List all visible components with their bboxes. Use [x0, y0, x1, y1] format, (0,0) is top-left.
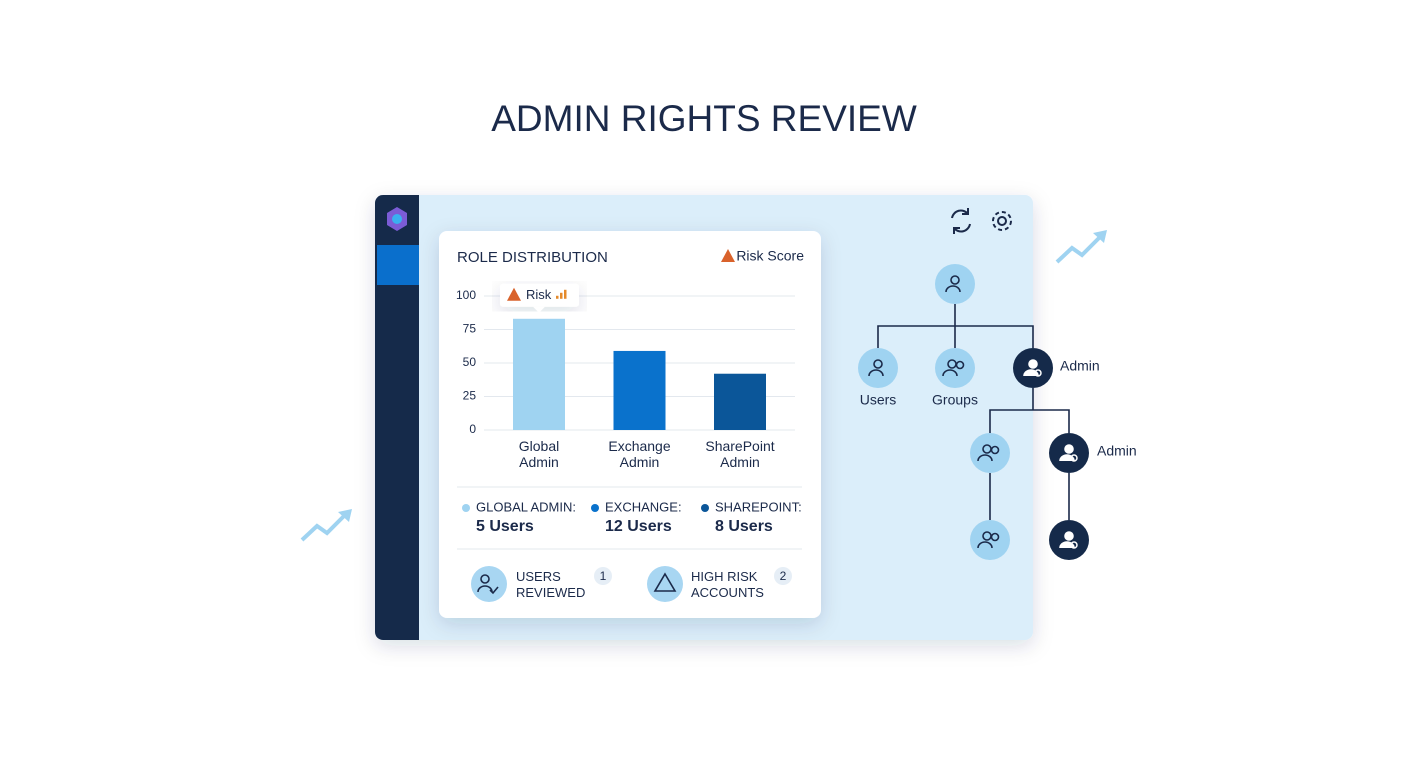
legend-label: GLOBAL ADMIN:	[476, 499, 576, 514]
node[interactable]	[970, 433, 1010, 473]
trend-arrow	[1055, 232, 1105, 264]
y-tick-label: 75	[463, 322, 477, 336]
bar-chart: 0 25 50 75 100 Risk GLOBAL ADMIN: 5 Users EXCHAN…	[456, 283, 802, 535]
bar	[714, 373, 766, 430]
trend-arrow	[300, 511, 349, 542]
badge	[774, 567, 792, 585]
node-label: Groups	[932, 392, 978, 408]
y-tick-label: 50	[463, 355, 477, 369]
page-title: ADMIN RIGHTS REVIEW	[491, 98, 917, 139]
tooltip-pointer	[533, 306, 545, 313]
y-tick-label: 0	[469, 422, 476, 436]
legend-count: 5 Users	[476, 518, 534, 535]
sidebar	[375, 195, 419, 640]
x-tick-label: SharePoint Admin	[705, 438, 775, 470]
y-tick-label: 25	[463, 389, 477, 403]
x-tick-label: Exchange Admin	[608, 438, 671, 470]
warning-icon	[507, 287, 521, 301]
level-bar	[560, 292, 563, 299]
sidebar-active-item[interactable]	[377, 245, 419, 285]
tooltip	[500, 283, 579, 307]
tree-connectors	[877, 304, 1070, 520]
app-logo-core	[392, 214, 402, 224]
gear	[1070, 541, 1078, 549]
x-tick-label: Global Admin	[518, 438, 560, 470]
warning-icon	[721, 249, 735, 262]
trend-arrow-head	[1093, 230, 1107, 243]
node-label: Admin	[1060, 358, 1100, 374]
badge	[594, 567, 612, 585]
high-risk-icon	[647, 566, 683, 602]
person-head	[990, 445, 1000, 455]
refresh-icon[interactable]	[951, 208, 971, 234]
person-body	[945, 285, 961, 293]
person-head	[950, 275, 960, 285]
card-title: ROLE DISTRIBUTION	[457, 249, 608, 266]
person-body	[1059, 541, 1075, 549]
node-label: Admin	[1097, 443, 1137, 459]
person-body	[868, 369, 884, 377]
person-body	[1059, 454, 1075, 462]
summary-label: HIGH RISK ACCOUNTS	[691, 569, 764, 600]
legend-count: 12 Users	[605, 518, 672, 535]
person-body	[942, 369, 958, 377]
badge-count: 2	[780, 569, 787, 583]
node-glyphs	[868, 275, 1078, 549]
bar	[613, 350, 666, 430]
gear	[1034, 369, 1042, 377]
level-bar	[564, 289, 567, 299]
trend-arrow-head	[338, 509, 352, 522]
risk-score-label: Risk Score	[736, 248, 804, 264]
person-head	[1064, 531, 1074, 541]
y-tick-label: 100	[456, 288, 476, 302]
legend-dot	[462, 504, 470, 512]
person-body	[977, 454, 993, 462]
node[interactable]	[970, 520, 1010, 560]
node-label: Users	[860, 392, 897, 408]
settings-icon[interactable]	[992, 211, 1012, 231]
users-reviewed-icon	[471, 566, 507, 602]
person-body	[977, 541, 993, 549]
person-head	[990, 532, 1000, 542]
legend-label: SHAREPOINT:	[715, 499, 802, 514]
badge-count: 1	[600, 569, 607, 583]
legend-dot	[701, 504, 709, 512]
person-head	[955, 360, 965, 370]
person-head	[1064, 444, 1074, 454]
legend-dot	[591, 504, 599, 512]
warning-glyph	[653, 572, 677, 592]
person-head	[873, 359, 883, 369]
person-head	[1028, 359, 1038, 369]
legend-label: EXCHANGE:	[605, 499, 682, 514]
users-glyph	[477, 574, 499, 595]
legend-count: 8 Users	[715, 518, 773, 535]
level-bar	[556, 295, 559, 299]
person-body	[1023, 369, 1039, 377]
summary-label: USERS REVIEWED	[516, 569, 586, 600]
bar	[513, 318, 565, 430]
tooltip-text: Risk	[526, 287, 552, 302]
node[interactable]	[935, 348, 975, 388]
gear	[1070, 454, 1078, 462]
